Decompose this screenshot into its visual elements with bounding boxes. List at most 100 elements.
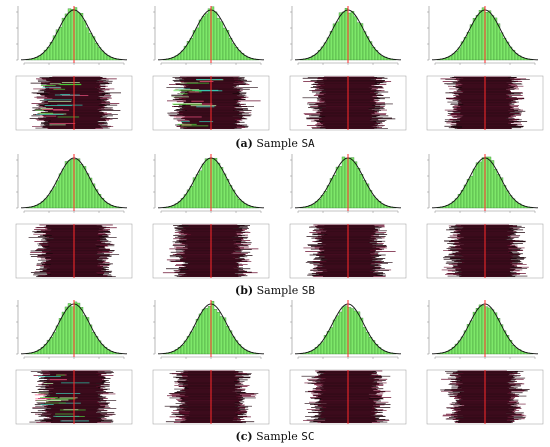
histogram-bar <box>359 173 364 209</box>
histogram-bar <box>216 162 221 209</box>
histogram-bar <box>237 199 242 209</box>
histogram-bar <box>460 190 465 209</box>
histogram-bar <box>478 10 483 61</box>
histogram-bar <box>192 326 197 355</box>
histogram-bar <box>91 36 96 61</box>
histogram-bar <box>64 13 69 61</box>
histogram-bar <box>499 324 504 355</box>
histogram-bar <box>350 157 355 209</box>
histogram-bar <box>88 324 93 355</box>
histogram-bar <box>469 175 474 209</box>
histogram-bar <box>201 309 206 355</box>
histogram-bar <box>189 331 194 355</box>
histogram-bar <box>329 178 334 209</box>
trace-sa-2 <box>152 75 270 131</box>
histogram-bar <box>222 317 227 355</box>
trace-sb-3 <box>289 223 407 279</box>
histogram-bar <box>64 306 69 355</box>
histogram-bar <box>326 185 331 209</box>
histogram-bar <box>67 8 72 61</box>
histogram-bar <box>216 312 221 355</box>
histogram-bar <box>362 327 367 355</box>
histogram-bar <box>332 175 337 209</box>
histogram-bar <box>85 317 90 355</box>
histogram-bar <box>326 331 331 355</box>
histogram-bar <box>204 13 209 61</box>
histogram-bar <box>76 302 81 355</box>
histogram-bar <box>91 332 96 355</box>
histogram-bar <box>222 27 227 61</box>
histogram-bar <box>499 32 504 61</box>
histogram-bar <box>359 23 364 61</box>
histogram-bar <box>82 20 87 61</box>
histogram-bar <box>323 42 328 61</box>
histogram-sb-4 <box>427 154 539 213</box>
histogram-bar <box>213 11 218 61</box>
histogram-bar <box>469 320 474 355</box>
histogram-bar <box>365 36 370 61</box>
caption-letter: (b) <box>235 284 254 297</box>
histogram-bar <box>82 315 87 355</box>
histogram-sc-4 <box>427 300 539 359</box>
caption-sample-sc: (c) Sample SC <box>0 430 550 444</box>
histogram-bar <box>219 316 224 355</box>
histogram-bar <box>475 308 480 355</box>
histogram-bar <box>469 24 474 61</box>
trace-sa-1 <box>15 75 133 131</box>
histogram-bar <box>79 307 84 355</box>
histogram-bar <box>466 31 471 61</box>
histogram-bar <box>475 15 480 61</box>
sample-name: SB <box>301 284 315 297</box>
histogram-bar <box>335 315 340 355</box>
histogram-bar <box>222 173 227 209</box>
sample-name: SA <box>301 137 315 150</box>
histogram-bar <box>359 317 364 355</box>
histogram-bar <box>225 30 230 61</box>
histogram-bar <box>231 43 236 61</box>
histogram-bar <box>52 186 57 209</box>
caption-letter: (c) <box>235 430 253 443</box>
histogram-bar <box>335 166 340 209</box>
histogram-sa-3 <box>290 6 402 65</box>
histogram-bar <box>225 325 230 355</box>
histogram-bar <box>460 336 465 355</box>
histogram-bar <box>195 174 200 209</box>
trace-lines <box>29 370 117 424</box>
histogram-bar <box>76 158 81 209</box>
histogram-bar <box>189 38 194 61</box>
histogram-bar <box>61 168 66 209</box>
trace-sc-3 <box>289 369 407 425</box>
trace-sc-2 <box>152 369 270 425</box>
histogram-bar <box>493 168 498 209</box>
histogram-bar <box>85 173 90 209</box>
histogram-bar <box>49 190 54 209</box>
trace-sa-3 <box>289 75 407 131</box>
histogram-bar <box>368 337 373 355</box>
histogram-bar <box>213 157 218 209</box>
histogram-bar <box>338 166 343 209</box>
histogram-bar <box>454 50 459 61</box>
histogram-bar <box>463 330 468 355</box>
histogram-bar <box>320 195 325 209</box>
histogram-bar <box>49 337 54 355</box>
histogram-bar <box>338 12 343 61</box>
caption-sample-sa: (a) Sample SA <box>0 137 550 151</box>
histogram-bar <box>195 27 200 61</box>
trace-lines <box>162 224 259 278</box>
trace-sa-4 <box>426 75 544 131</box>
caption-sample-sb: (b) Sample SB <box>0 284 550 298</box>
histogram-bar <box>496 318 501 355</box>
histogram-bar <box>457 47 462 61</box>
histogram-bar <box>493 312 498 355</box>
histogram-bar <box>335 21 340 61</box>
histogram-bar <box>332 23 337 61</box>
histogram-bar <box>478 161 483 209</box>
histogram-bar <box>231 336 236 355</box>
trace-sb-2 <box>152 223 270 279</box>
histogram-bar <box>490 15 495 61</box>
histogram-bar <box>234 47 239 61</box>
histogram-bar <box>350 11 355 61</box>
histogram-sc-1 <box>16 300 128 359</box>
histogram-bar <box>79 13 84 61</box>
